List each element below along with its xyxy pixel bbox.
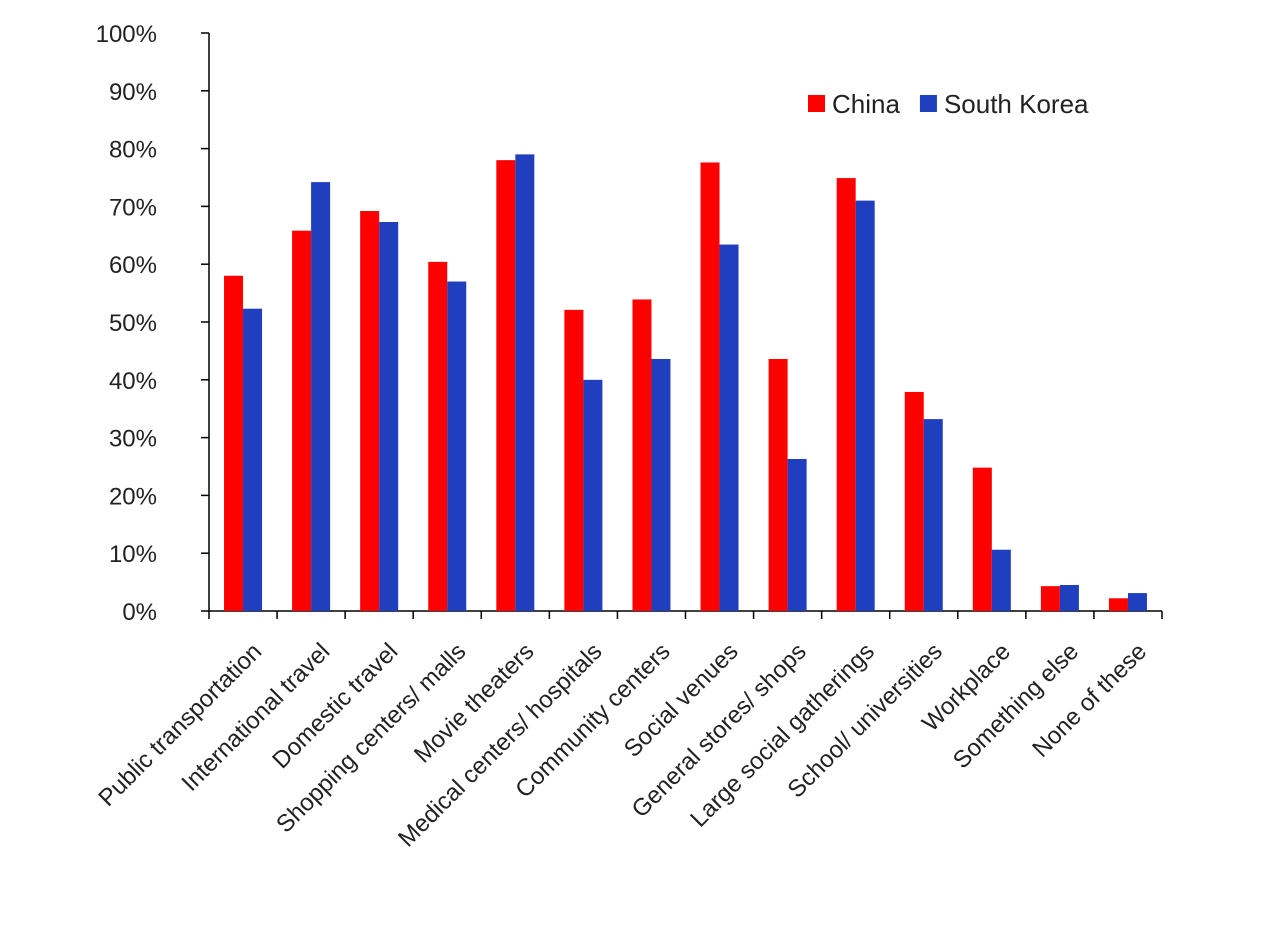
bar-china — [224, 275, 244, 611]
bar-south-korea — [379, 222, 399, 612]
y-tick-label: 60% — [109, 252, 157, 279]
y-tick-label: 10% — [109, 541, 157, 568]
bar-south-korea — [583, 379, 603, 611]
bar-south-korea — [447, 281, 467, 611]
y-tick-label: 70% — [109, 194, 157, 221]
y-tick-label: 20% — [109, 483, 157, 510]
bar-south-korea — [991, 549, 1011, 611]
legend-label: South Korea — [944, 89, 1089, 119]
bar-china — [360, 211, 380, 612]
y-tick-label: 90% — [109, 79, 157, 106]
y-tick-label: 80% — [109, 137, 157, 164]
legend-swatch — [919, 95, 937, 112]
y-tick-label: 30% — [109, 426, 157, 453]
bar-china — [700, 162, 720, 612]
x-category-label: Movie theaters — [409, 638, 539, 768]
bar-china — [632, 299, 652, 611]
y-axis: 0% 10% 20% 30% 40% 50% 60% 70% 80% 90% 100% — [96, 21, 210, 626]
bar-china — [1108, 598, 1128, 611]
bar-china — [836, 178, 856, 611]
legend: China South Korea — [808, 89, 1089, 119]
bars — [224, 154, 1147, 612]
bar-china — [564, 309, 584, 611]
bar-south-korea — [1127, 593, 1147, 611]
bar-china — [292, 230, 312, 611]
bar-south-korea — [855, 200, 875, 611]
bar-south-korea — [515, 154, 535, 611]
legend-label: China — [832, 89, 900, 119]
legend-swatch — [808, 95, 825, 112]
bar-south-korea — [1059, 584, 1079, 611]
bar-south-korea — [651, 358, 671, 611]
bar-south-korea — [787, 458, 807, 611]
y-tick-label: 50% — [109, 310, 157, 337]
y-tick-label: 40% — [109, 368, 157, 395]
y-tick-label: 0% — [122, 599, 157, 626]
bar-china — [972, 467, 992, 611]
bar-china — [496, 160, 516, 611]
bar-south-korea — [719, 244, 739, 611]
bar-china — [904, 391, 924, 611]
bar-china — [428, 261, 448, 611]
bar-china — [1040, 586, 1060, 611]
y-tick-label: 100% — [96, 21, 157, 48]
bar-south-korea — [243, 308, 263, 611]
bar-south-korea — [923, 419, 943, 611]
bar-south-korea — [311, 182, 331, 611]
bar-china — [768, 358, 788, 611]
